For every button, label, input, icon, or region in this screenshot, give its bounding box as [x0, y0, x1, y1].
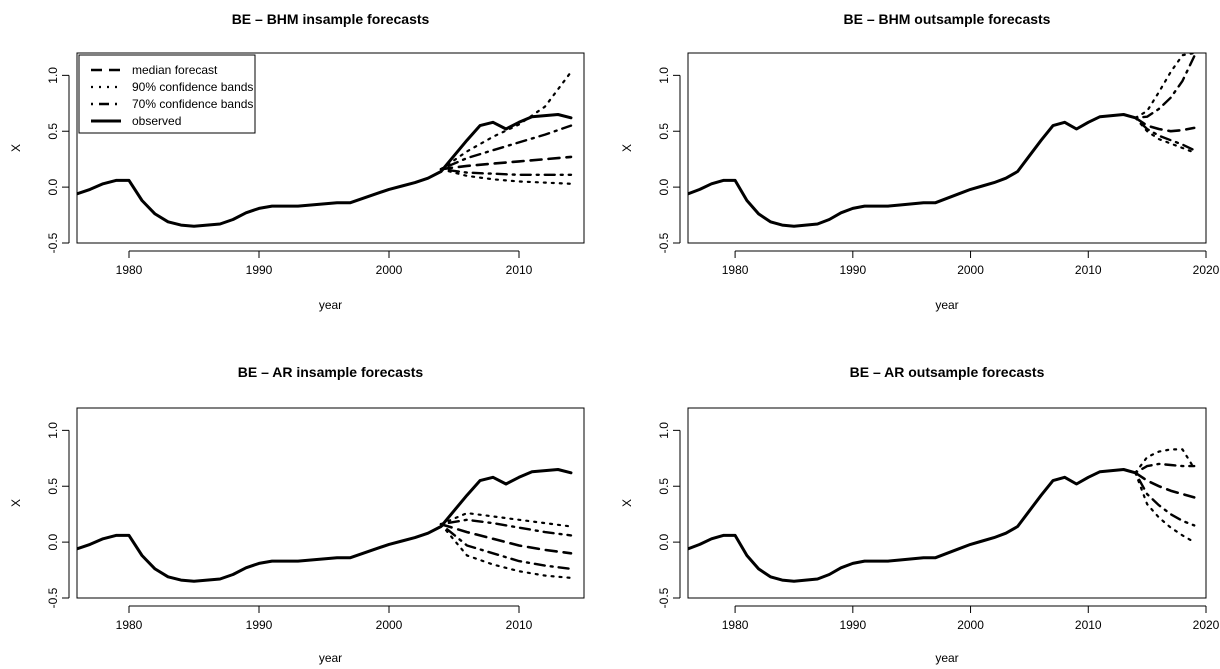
chart-panel-3: BE – AR insample forecasts 1980 1990 2000 20…	[9, 364, 585, 665]
series-line-median-forecast	[1134, 471, 1196, 499]
legend-entry: observed	[132, 114, 181, 128]
series-line-70-confidence-bands	[439, 168, 573, 176]
plot-frame	[687, 407, 1207, 599]
chart-title: BE – AR insample forecasts	[238, 364, 424, 380]
y-tick-label: 0.5	[657, 478, 671, 495]
plot-frame	[687, 52, 1207, 244]
y-tick-label: 1.0	[46, 422, 60, 439]
series-line-90-confidence-bands	[439, 512, 573, 528]
series-line-90-confidence-bands	[439, 523, 573, 579]
x-tick-label: 1980	[722, 618, 749, 632]
series-group	[688, 448, 1196, 583]
series-line-70-confidence-bands	[1134, 462, 1196, 474]
chart-panel-1: BE – BHM insample forecasts 1980 1990 2000 2…	[9, 11, 585, 312]
plot-frame	[76, 407, 585, 599]
x-tick-label: 1990	[839, 263, 866, 277]
y-tick-label: 0.0	[46, 178, 60, 195]
x-tick-label: 2000	[957, 618, 984, 632]
series-line-observed	[688, 468, 1137, 583]
x-tick-label: 2000	[376, 263, 403, 277]
x-axis-label: year	[319, 651, 342, 665]
x-tick-label: 2010	[1075, 263, 1102, 277]
series-line-70-confidence-bands	[1134, 471, 1196, 527]
x-tick-label: 2000	[376, 618, 403, 632]
x-tick-label: 2010	[506, 263, 533, 277]
x-tick-label: 1990	[246, 618, 273, 632]
series-line-70-confidence-bands	[1134, 55, 1196, 119]
y-tick-label: 0.0	[657, 178, 671, 195]
y-tick-label: -0.5	[657, 232, 671, 253]
series-line-90-confidence-bands	[1134, 53, 1196, 119]
series-line-observed	[688, 113, 1137, 228]
x-tick-label: 2020	[1193, 618, 1220, 632]
series-line-observed	[77, 113, 573, 228]
chart-title: BE – BHM insample forecasts	[232, 11, 430, 27]
y-axis-label: X	[620, 499, 634, 507]
series-group	[77, 468, 573, 583]
legend-entry: median forecast	[132, 63, 218, 77]
chart-panel-4: BE – AR outsample forecasts 1980 1990 2000 2…	[620, 364, 1220, 665]
series-line-median-forecast	[1134, 116, 1196, 133]
x-tick-label: 1980	[116, 263, 143, 277]
y-tick-label: 1.0	[657, 67, 671, 84]
series-group	[77, 70, 573, 228]
series-line-90-confidence-bands	[439, 70, 573, 171]
y-tick-label: 0.5	[657, 123, 671, 140]
x-tick-label: 2000	[957, 263, 984, 277]
y-tick-label: 1.0	[657, 422, 671, 439]
series-line-90-confidence-bands	[439, 168, 573, 185]
y-tick-label: -0.5	[46, 232, 60, 253]
x-tick-label: 2010	[1075, 618, 1102, 632]
legend-entry: 70% confidence bands	[132, 97, 253, 111]
x-axis-label: year	[935, 298, 958, 312]
series-line-90-confidence-bands	[1134, 471, 1196, 544]
y-tick-label: 0.5	[46, 478, 60, 495]
chart-title: BE – AR outsample forecasts	[850, 364, 1045, 380]
series-line-observed	[77, 468, 573, 583]
y-tick-label: 0.0	[46, 533, 60, 550]
series-line-70-confidence-bands	[439, 518, 573, 537]
series-line-90-confidence-bands	[1134, 448, 1196, 474]
x-tick-label: 1990	[839, 618, 866, 632]
y-axis-label: X	[9, 144, 23, 152]
series-line-70-confidence-bands	[439, 523, 573, 571]
y-tick-label: 0.0	[657, 533, 671, 550]
chart-panel-2: BE – BHM outsample forecasts 1980 1990 2000…	[620, 11, 1220, 312]
y-tick-label: -0.5	[657, 587, 671, 608]
series-line-median-forecast	[439, 155, 573, 171]
x-tick-label: 2010	[506, 618, 533, 632]
y-tick-label: 1.0	[46, 67, 60, 84]
series-group	[688, 53, 1196, 228]
y-axis-label: X	[620, 144, 634, 152]
legend: median forecast 90% confidence bands 70% c…	[78, 54, 256, 134]
plot-frame	[76, 52, 585, 244]
x-axis-label: year	[319, 298, 342, 312]
series-line-70-confidence-bands	[439, 124, 573, 171]
x-axis-label: year	[935, 651, 958, 665]
y-tick-label: 0.5	[46, 123, 60, 140]
chart-title: BE – BHM outsample forecasts	[844, 11, 1051, 27]
y-tick-label: -0.5	[46, 587, 60, 608]
series-line-70-confidence-bands	[1134, 116, 1196, 152]
y-axis-label: X	[9, 499, 23, 507]
x-tick-label: 2020	[1193, 263, 1220, 277]
series-line-median-forecast	[439, 522, 573, 555]
x-tick-label: 1990	[246, 263, 273, 277]
legend-entry: 90% confidence bands	[132, 80, 253, 94]
x-tick-label: 1980	[722, 263, 749, 277]
x-tick-label: 1980	[116, 618, 143, 632]
